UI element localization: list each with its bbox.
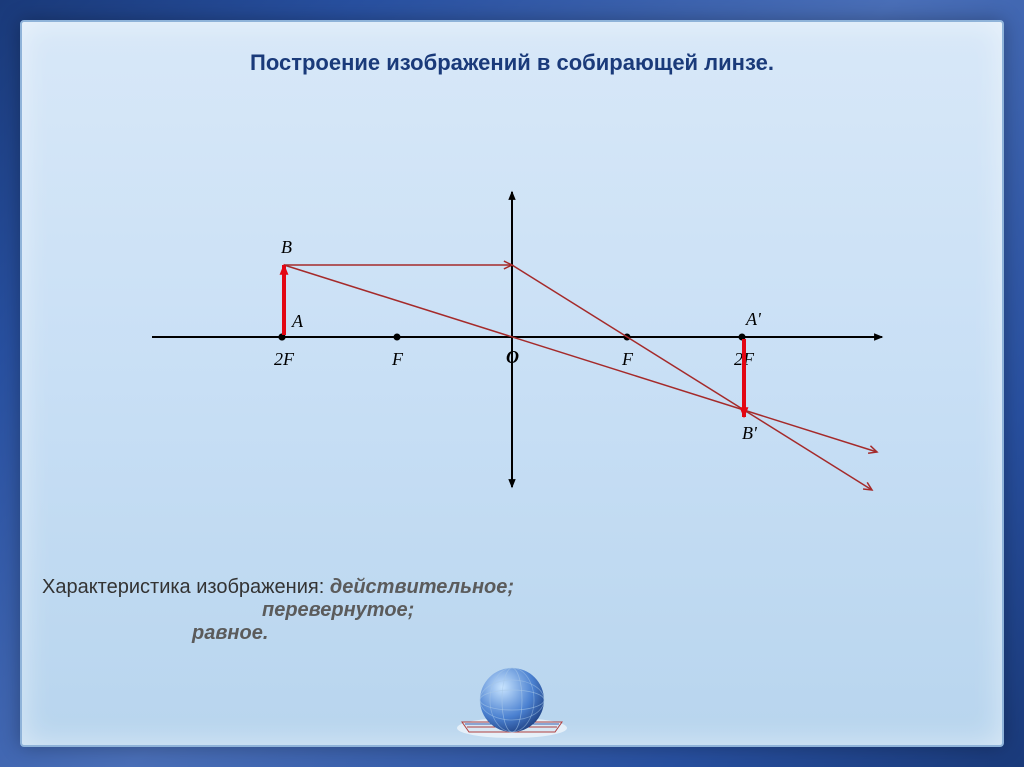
svg-text:B: B — [281, 237, 292, 257]
characteristics-prefix: Характеристика изображения: — [42, 576, 330, 598]
characteristic-3: равное. — [192, 622, 268, 644]
svg-text:O: O — [506, 347, 519, 367]
svg-text:B': B' — [742, 423, 758, 443]
image-characteristics: Характеристика изображения: действительн… — [42, 576, 514, 645]
lens-ray-diagram: 2FFOF2FABA'B' — [132, 172, 892, 502]
globe-decoration — [447, 660, 577, 740]
characteristic-1: действительное; — [330, 576, 514, 598]
characteristic-2: перевернутое; — [262, 599, 414, 621]
svg-text:F: F — [621, 349, 634, 369]
slide-content: Построение изображений в собирающей линз… — [20, 20, 1004, 747]
slide-title: Построение изображений в собирающей линз… — [52, 50, 972, 76]
svg-text:2F: 2F — [274, 349, 295, 369]
svg-text:A': A' — [745, 309, 762, 329]
diagram-svg: 2FFOF2FABA'B' — [132, 172, 892, 502]
svg-text:A: A — [291, 311, 304, 331]
svg-text:F: F — [391, 349, 404, 369]
outer-frame: Построение изображений в собирающей линз… — [0, 0, 1024, 767]
